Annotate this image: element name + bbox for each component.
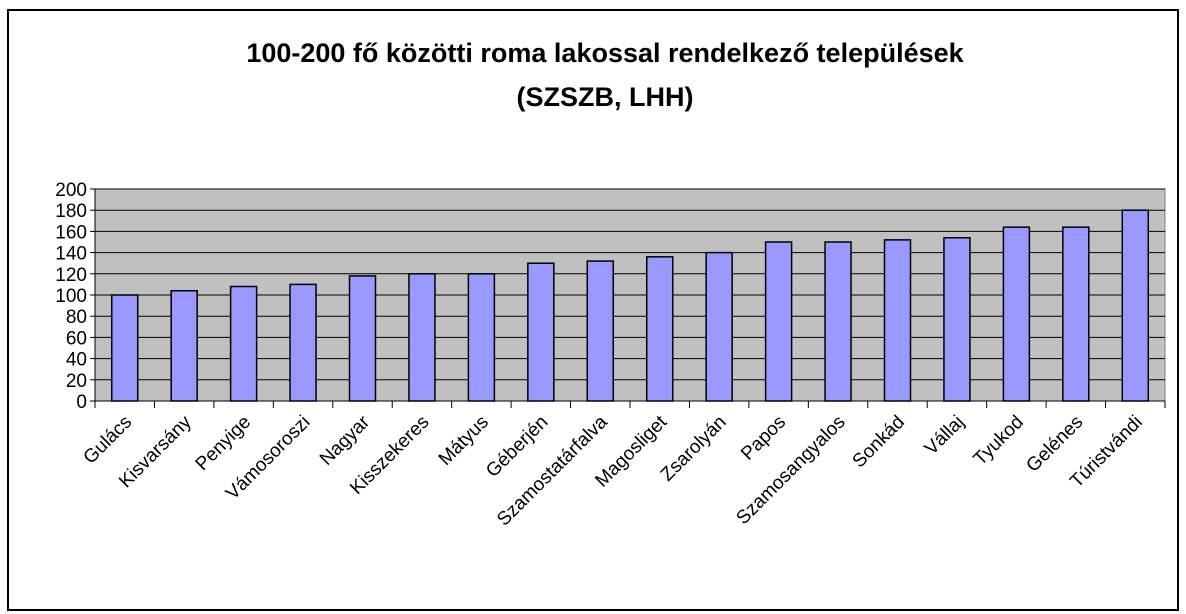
- y-tick-label: 140: [55, 244, 87, 265]
- bar: [1002, 226, 1031, 402]
- chart-title: 100-200 fő közötti roma lakossal rendelk…: [246, 38, 964, 68]
- bar: [110, 294, 139, 402]
- y-tick-label: 200: [55, 180, 87, 201]
- y-tick-label: 160: [55, 222, 87, 243]
- chart-title: (SZSZB, LHH): [517, 82, 694, 112]
- bar: [586, 260, 615, 402]
- bar: [764, 241, 793, 402]
- bar: [408, 273, 436, 402]
- bar: [943, 237, 971, 402]
- bar: [645, 256, 674, 402]
- y-tick-label: 40: [66, 350, 87, 371]
- y-tick-label: 80: [66, 307, 87, 328]
- bar: [289, 283, 317, 402]
- y-tick-label: 100: [55, 286, 87, 307]
- bar: [883, 239, 912, 402]
- y-tick-label: 0: [76, 392, 87, 413]
- bar: [705, 251, 733, 402]
- bar: [527, 262, 555, 402]
- bar: [1121, 209, 1150, 402]
- bar: [824, 241, 852, 402]
- y-tick-label: 120: [55, 265, 87, 286]
- y-tick-label: 20: [66, 371, 87, 392]
- y-tick-label: 180: [55, 201, 87, 222]
- y-tick-label: 60: [66, 328, 87, 349]
- bar: [348, 275, 377, 402]
- bar: [1062, 226, 1090, 402]
- bar: [170, 290, 198, 402]
- bar: [229, 285, 258, 402]
- bar: [467, 273, 496, 402]
